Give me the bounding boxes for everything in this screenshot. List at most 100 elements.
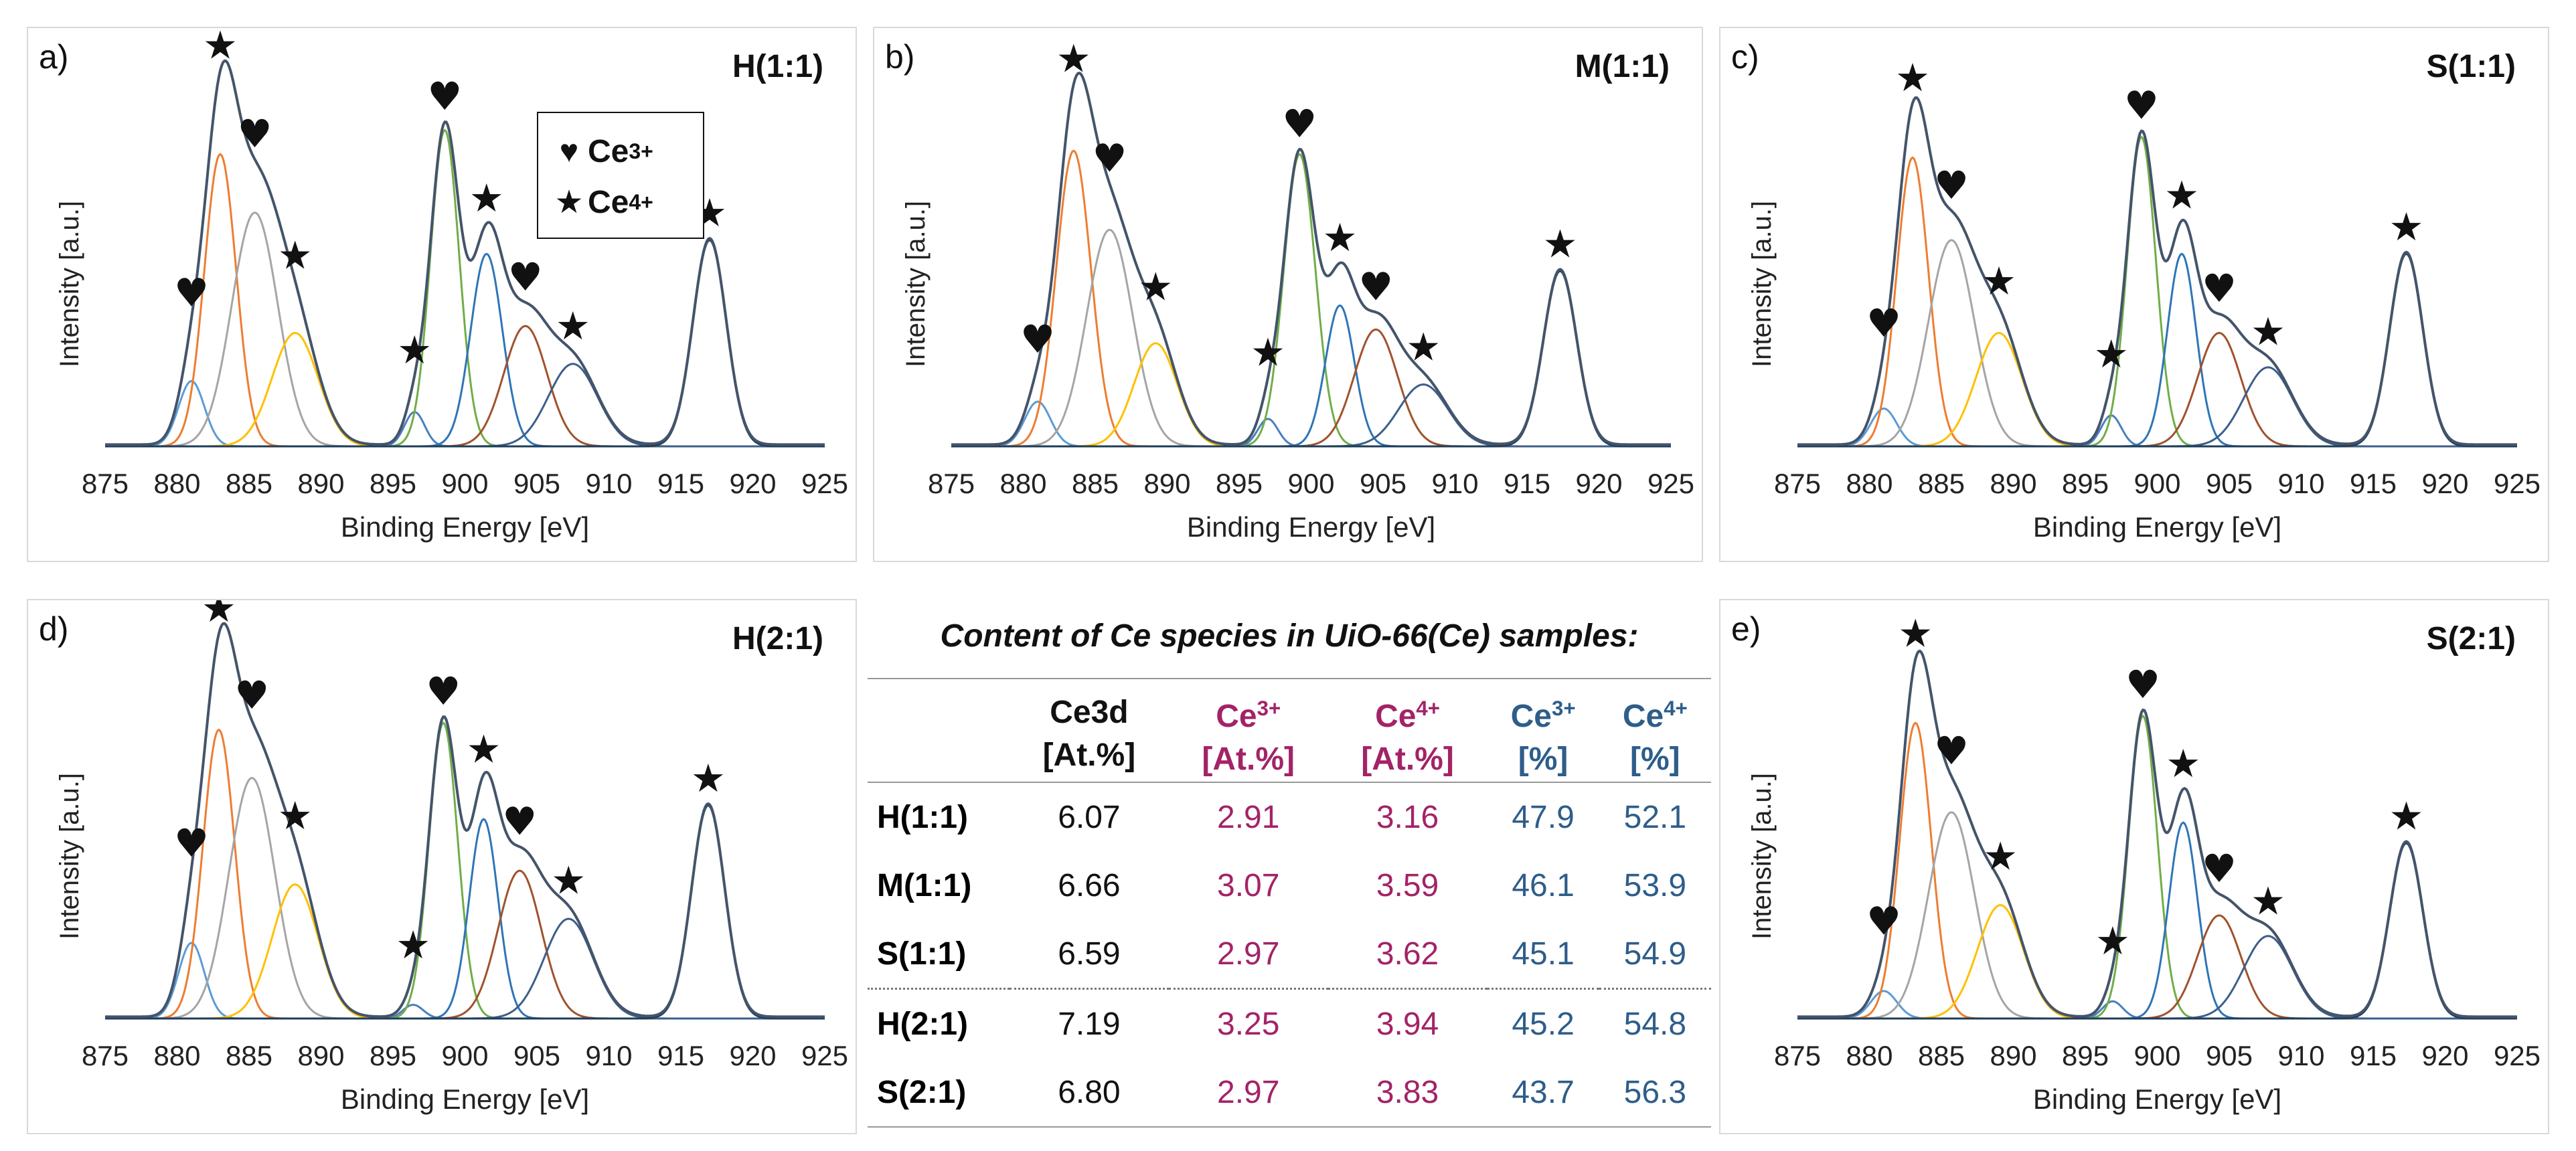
heart-icon: ♥ (426, 669, 461, 714)
envelope-line (105, 59, 825, 446)
x-tick-label: 895 (2062, 468, 2109, 499)
cell-ce3-pct: 45.2 (1487, 988, 1599, 1058)
x-axis-label: Binding Energy [eV] (2033, 511, 2281, 543)
col-header-line1: Ce (1510, 699, 1552, 734)
col-header-line1: Ce3d (1050, 695, 1129, 730)
x-tick-label: 890 (297, 1040, 344, 1071)
chart-panel-b: 875 880 885 890 895 900 905 910 915 920 925 Binding… (873, 27, 1703, 562)
peak-component (1797, 714, 2517, 1020)
row-name: M(1:1) (877, 867, 972, 903)
peak-component (105, 942, 825, 1020)
star-icon: ★ (1138, 264, 1173, 310)
star-icon: ★ (2389, 793, 2423, 838)
star-icon: ★ (1895, 55, 1930, 100)
panel-label: d) (39, 610, 69, 648)
x-axis-label: Binding Energy [eV] (341, 1083, 589, 1115)
heart-icon: ♥ (1358, 264, 1393, 309)
x-axis-label: Binding Energy [eV] (2033, 1083, 2281, 1115)
cell-ce3d: 6.66 (1058, 867, 1121, 903)
peak-component (105, 252, 825, 448)
x-tick-label: 885 (1918, 468, 1965, 499)
x-tick-label: 915 (2350, 468, 2397, 499)
heart-icon: ♥ (502, 798, 537, 844)
peak-component (1797, 990, 2517, 1020)
heart-icon: ♥ (234, 673, 269, 718)
x-tick-label: 885 (226, 1040, 272, 1071)
col-header-line1: Ce (1622, 699, 1664, 734)
heart-icon: ♥ (1282, 101, 1317, 147)
x-tick-label: 885 (1918, 1040, 1965, 1071)
peak-component (1797, 407, 2517, 448)
x-tick-label: 900 (2134, 468, 2180, 499)
cell-ce4-at: 3.94 (1327, 988, 1487, 1058)
star-icon: ★ (2251, 878, 2285, 923)
x-tick-label: 910 (585, 1040, 632, 1071)
star-icon: ★ (278, 793, 313, 838)
star-icon: ★ (203, 28, 238, 68)
x-tick-label: 875 (82, 1040, 129, 1071)
ce-species-table-area: Content of Ce species in UiO-66(Ce) samp… (868, 599, 1711, 1134)
chart-panel-d: 875 880 885 890 895 900 905 910 915 920 925 Binding… (27, 599, 857, 1134)
star-icon: ★ (202, 600, 236, 631)
heart-icon: ♥ (559, 133, 579, 169)
row-header-blank (868, 679, 1010, 782)
table-row: M(1:1) 6.66 3.07 3.59 46.1 53.9 (868, 851, 1711, 919)
peak-component (951, 400, 1671, 448)
x-tick-label: 880 (1846, 1040, 1893, 1071)
sample-title: S(2:1) (2426, 621, 2516, 656)
row-name: H(1:1) (877, 799, 969, 835)
star-icon: ★ (469, 175, 504, 221)
x-tick-label: 880 (153, 1040, 200, 1071)
x-tick-label: 920 (729, 468, 776, 499)
x-tick-label: 920 (2421, 1040, 2468, 1071)
star-icon: ★ (1056, 36, 1091, 82)
cell-ce4-pct: 53.9 (1623, 867, 1687, 903)
heart-icon: ♥ (1866, 898, 1901, 944)
cell-ce4-at: 3.62 (1376, 936, 1439, 972)
x-tick-label: 875 (928, 468, 975, 499)
envelope-line (105, 622, 825, 1019)
cell-ce3-at: 2.91 (1217, 799, 1280, 835)
heart-icon: ♥ (1020, 317, 1055, 362)
star-icon: ★ (2389, 204, 2423, 250)
x-tick-label: 925 (801, 1040, 848, 1071)
star-icon: ★ (466, 726, 501, 772)
x-tick-label: 875 (1774, 1040, 1821, 1071)
heart-icon: ♥ (238, 111, 272, 157)
x-tick-label: 890 (297, 468, 344, 499)
col-header-line1: Ce (1216, 699, 1257, 734)
cell-ce3-at: 3.07 (1217, 867, 1280, 903)
x-tick-label: 890 (1143, 468, 1190, 499)
cell-ce3d: 6.59 (1058, 936, 1121, 972)
star-icon: ★ (1323, 215, 1358, 260)
heart-icon: ♥ (427, 74, 462, 119)
heart-icon: ♥ (1934, 728, 1969, 774)
row-name: S(2:1) (877, 1074, 967, 1110)
star-icon: ★ (1982, 258, 2016, 304)
x-tick-label: 875 (1774, 468, 1821, 499)
legend-ce4-label: Ce (588, 184, 629, 220)
x-tick-label: 880 (153, 468, 200, 499)
col-header-line1: Ce (1375, 699, 1417, 734)
star-icon: ★ (2094, 331, 2129, 377)
star-icon: ★ (554, 185, 584, 220)
star-icon: ★ (278, 232, 313, 278)
x-tick-label: 905 (2206, 1040, 2253, 1071)
envelope-line (951, 72, 1671, 446)
xps-chart-b: 875 880 885 890 895 900 905 910 915 920 925 Binding… (901, 36, 1694, 543)
x-tick-label: 880 (999, 468, 1046, 499)
cell-ce3d: 6.07 (1058, 799, 1121, 835)
legend-ce3-label: Ce (588, 133, 629, 169)
xps-chart-c: 875 880 885 890 895 900 905 910 915 920 925 Binding… (1747, 55, 2541, 543)
heart-icon: ♥ (2125, 662, 2160, 707)
y-axis-label: Intensity [a.u.] (1747, 773, 1777, 940)
table-header-row: Ce3d [At.%] Ce3+ [At.%] Ce4+ [At.%] Ce3+… (868, 679, 1711, 782)
x-tick-label: 925 (2494, 468, 2541, 499)
x-tick-label: 925 (801, 468, 848, 499)
x-tick-label: 900 (441, 468, 488, 499)
cell-ce4-at: 3.59 (1376, 867, 1439, 903)
peak-component (1797, 721, 2517, 1020)
col-header-sup: 3+ (1257, 697, 1281, 720)
y-axis-label: Intensity [a.u.] (55, 773, 84, 940)
x-tick-label: 920 (729, 1040, 776, 1071)
